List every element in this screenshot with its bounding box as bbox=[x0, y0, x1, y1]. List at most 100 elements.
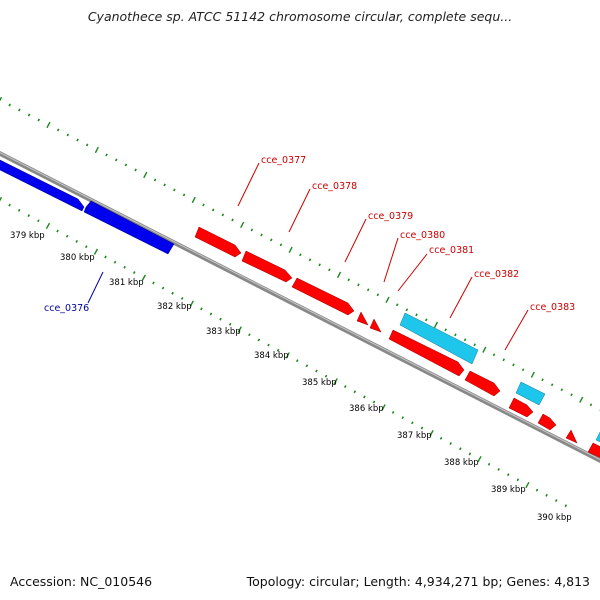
minor-tick bbox=[550, 383, 554, 387]
gene-cce-0387[interactable] bbox=[537, 413, 557, 431]
minor-tick bbox=[521, 368, 525, 372]
minor-tick bbox=[279, 243, 283, 247]
minor-tick bbox=[269, 238, 273, 242]
scale-label: 385 kbp bbox=[302, 378, 337, 388]
minor-tick bbox=[163, 183, 166, 187]
minor-tick bbox=[171, 291, 174, 295]
minor-tick bbox=[27, 214, 31, 217]
gene-label-cce-0383[interactable]: cce_0383 bbox=[530, 302, 575, 313]
minor-tick bbox=[541, 378, 544, 382]
major-tick bbox=[429, 430, 434, 437]
minor-tick bbox=[152, 281, 155, 285]
minor-tick bbox=[570, 393, 573, 397]
scale-label: 381 kbp bbox=[109, 278, 144, 288]
rna-gene-cce-0383[interactable] bbox=[515, 381, 546, 406]
gene-cce-0379[interactable] bbox=[291, 277, 355, 316]
minor-tick bbox=[85, 245, 88, 249]
minor-tick bbox=[459, 447, 462, 451]
minor-tick bbox=[564, 504, 568, 508]
major-tick bbox=[0, 96, 3, 102]
gene-label-cce-0379[interactable]: cce_0379 bbox=[368, 211, 413, 222]
major-tick bbox=[141, 274, 147, 281]
major-tick bbox=[530, 371, 535, 378]
gene-cce-0381[interactable] bbox=[369, 318, 382, 333]
minor-tick bbox=[37, 118, 41, 122]
minor-tick bbox=[415, 313, 418, 317]
major-tick bbox=[191, 196, 196, 204]
minor-tick bbox=[391, 411, 395, 414]
major-tick bbox=[477, 455, 482, 463]
major-tick bbox=[381, 404, 386, 411]
major-tick bbox=[0, 196, 3, 202]
inner-tick-ring bbox=[0, 196, 568, 508]
minor-tick bbox=[132, 271, 136, 274]
major-tick bbox=[285, 352, 290, 359]
minor-tick bbox=[124, 163, 128, 167]
minor-tick bbox=[308, 258, 312, 262]
major-tick bbox=[189, 300, 194, 307]
outer-tick-ring bbox=[0, 96, 600, 411]
scale-label: 390 kbp bbox=[537, 513, 572, 523]
minor-tick bbox=[376, 293, 380, 297]
minor-tick bbox=[276, 348, 280, 352]
minor-tick bbox=[454, 333, 457, 337]
minor-tick bbox=[123, 265, 126, 269]
minor-tick bbox=[248, 333, 251, 337]
minor-tick bbox=[104, 255, 107, 259]
scale-label: 382 kbp bbox=[157, 302, 192, 312]
scale-label: 388 kbp bbox=[444, 458, 479, 468]
scale-label: 387 kbp bbox=[397, 431, 432, 441]
minor-tick bbox=[372, 400, 376, 404]
minor-tick bbox=[305, 364, 309, 368]
minor-tick bbox=[8, 203, 11, 207]
gene-label-cce-0378[interactable]: cce_0378 bbox=[312, 181, 357, 192]
minor-tick bbox=[66, 133, 70, 137]
minor-tick bbox=[134, 168, 137, 172]
gene-cce-0380[interactable] bbox=[356, 311, 369, 326]
topology-text: Topology: circular; Length: 4,934,271 bp… bbox=[246, 574, 590, 589]
gene-label-cce-0376[interactable]: cce_0376 bbox=[44, 303, 89, 314]
scale-label: 380 kbp bbox=[60, 253, 95, 263]
minor-tick bbox=[257, 338, 261, 342]
chromosome-backbone bbox=[0, 151, 600, 463]
major-tick bbox=[93, 248, 99, 255]
minor-tick bbox=[202, 203, 205, 207]
gene-cce-0388[interactable] bbox=[565, 429, 578, 444]
minor-tick bbox=[463, 338, 467, 342]
minor-tick bbox=[444, 328, 447, 332]
rna-gene-partial[interactable] bbox=[595, 431, 600, 444]
minor-tick bbox=[420, 426, 424, 430]
gene-cce-0384[interactable] bbox=[388, 329, 465, 377]
minor-tick bbox=[492, 353, 496, 357]
gene-cce-0385[interactable] bbox=[464, 370, 501, 397]
minor-tick bbox=[315, 369, 318, 373]
gene-cce-0376[interactable] bbox=[83, 200, 175, 255]
minor-tick bbox=[554, 499, 558, 502]
gene-label-cce-0377[interactable]: cce_0377 bbox=[261, 155, 306, 166]
rna-gene-cce-0382[interactable] bbox=[399, 312, 479, 365]
minor-tick bbox=[506, 473, 510, 477]
gene-label-cce-0380[interactable]: cce_0380 bbox=[400, 230, 445, 241]
major-tick bbox=[333, 378, 338, 385]
minor-tick bbox=[153, 178, 157, 182]
gene-label-cce-0382[interactable]: cce_0382 bbox=[474, 269, 519, 280]
minor-tick bbox=[211, 208, 215, 212]
minor-tick bbox=[182, 193, 186, 197]
gene-cce-0389[interactable] bbox=[587, 442, 600, 460]
minor-tick bbox=[56, 229, 59, 233]
minor-tick bbox=[473, 343, 476, 347]
gene-cce-0378[interactable] bbox=[241, 250, 293, 283]
gene-cce-0386[interactable] bbox=[508, 397, 534, 418]
minor-tick bbox=[18, 108, 21, 112]
gene-label-cce-0381[interactable]: cce_0381 bbox=[429, 245, 474, 256]
gene-cce-0377[interactable] bbox=[194, 226, 242, 258]
major-tick bbox=[237, 326, 242, 333]
gene-cce-0375[interactable] bbox=[0, 155, 85, 212]
minor-tick bbox=[347, 278, 351, 282]
minor-tick bbox=[357, 283, 360, 287]
minor-tick bbox=[113, 260, 117, 264]
minor-tick bbox=[231, 218, 234, 222]
minor-tick bbox=[180, 297, 184, 300]
